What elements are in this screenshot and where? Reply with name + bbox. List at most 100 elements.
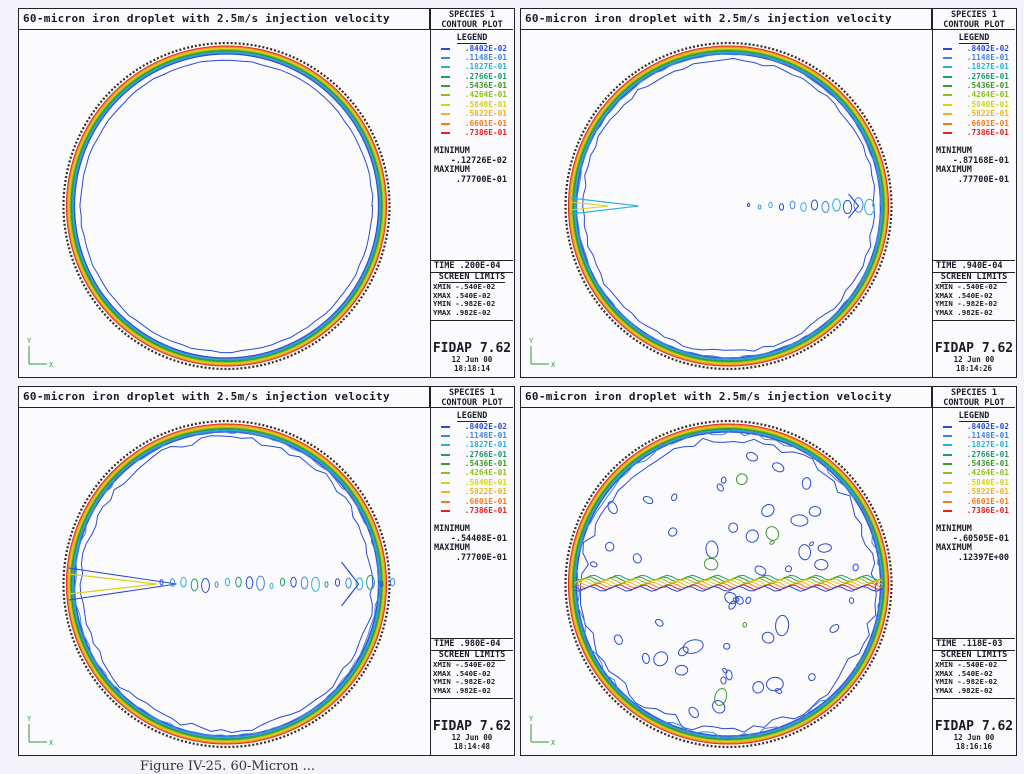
contour-level-6 [571,427,886,741]
maximum-value: .77700E-01 [957,174,1009,185]
legend-header-text: LEGEND [958,411,990,422]
legend-value: .7386E-01 [966,506,1009,516]
contour-panel-3: 60-micron iron droplet with 2.5m/s injec… [18,386,515,756]
legend-swatch [943,481,952,484]
species-title-line: SPECIES 1 [448,388,496,398]
minimum-label: MINIMUM [434,146,470,157]
contour-blob [324,581,329,588]
legend-entry: .7386E-01 [933,506,1015,515]
contour-level-7 [570,48,887,364]
legend-entry: .1827E-01 [933,62,1015,71]
contour-blob [761,631,775,644]
maximum-label: MAXIMUM [936,165,972,176]
screen-limits: SCREEN LIMITS XMIN -.540E-02 XMAX .540E-02… [933,272,1015,321]
jet-front [341,561,360,607]
contour-blob [674,664,689,676]
legend-swatch [441,434,450,437]
contour-blob [832,198,841,212]
legend-swatch [441,66,450,69]
screen-limits-title: SCREEN LIMITS [940,272,1008,283]
legend-entry: .1148E-01 [933,431,1015,440]
legend-entry: .5840E-01 [933,478,1015,487]
contour-panel-4: 60-micron iron droplet with 2.5m/s injec… [520,386,1017,756]
software-name: FIDAP 7.62 [934,719,1014,734]
contour-blob [714,687,728,707]
legend-entry: .6601E-01 [933,119,1015,128]
contour-blob [653,651,669,667]
screen-limit-row: YMAX .982E-02 [433,307,491,317]
species-title-line: CONTOUR PLOT [441,397,503,408]
legend-value: .7386E-01 [966,128,1009,138]
screen-limits-header: SCREEN LIMITS [431,272,513,283]
legend-entry: .1148E-01 [431,431,513,440]
contour-blob [201,577,210,593]
y-axis-label: Y [529,715,534,723]
legend-header: LEGEND [431,411,513,422]
species-title-line: CONTOUR PLOT [943,19,1005,30]
legend-swatch [943,75,952,78]
legend-value: .1827E-01 [966,440,1009,450]
legend-entry: .1827E-01 [431,62,513,71]
minimum-label: MINIMUM [434,524,470,535]
contour-blob [745,596,752,604]
contour-blob [355,577,364,591]
legend-entry: .8402E-02 [933,422,1015,431]
legend-swatch [441,47,450,50]
contour-level-8 [569,47,888,365]
species-title: SPECIES 1 CONTOUR PLOT [431,9,513,30]
legend-swatch [943,472,952,475]
minimum-label: MINIMUM [936,524,972,535]
screen-limit-row: XMAX .540E-02 [935,668,993,678]
contour-blob [772,462,785,473]
legend-value: .2766E-01 [464,449,507,459]
droplet-boundary [564,41,893,371]
legend-swatch [441,103,450,106]
run-time: 18:14:26 [955,363,993,373]
screen-limits-title: SCREEN LIMITS [438,650,506,661]
panel-title: 60-micron iron droplet with 2.5m/s injec… [521,387,932,408]
contour-blob [180,576,187,588]
contour-blob [256,575,265,591]
panel-title: 60-micron iron droplet with 2.5m/s injec… [521,9,932,30]
legend-entry: .1148E-01 [431,53,513,62]
legend-column: SPECIES 1 CONTOUR PLOT LEGEND .8402E-02.114… [932,387,1015,755]
legend-entry: .6601E-01 [431,119,513,128]
contour-level-9 [568,46,889,366]
legend-entry: .8402E-02 [933,44,1015,53]
contour-level-6 [69,49,384,363]
contour-blob [814,558,829,571]
legend-entry: .5436E-01 [933,459,1015,468]
contour-blob [754,565,767,576]
legend-swatch [943,463,952,466]
legend-swatch [441,491,450,494]
legend-swatch [441,113,450,116]
legend-value: .2766E-01 [464,71,507,81]
legend-entry: .4264E-01 [431,468,513,477]
legend-entry: .2766E-01 [933,450,1015,459]
maximum-label: MAXIMUM [936,543,972,554]
time-readout: TIME .118E-03 [933,638,1015,651]
legend-header: LEGEND [933,411,1015,422]
legend-swatch [943,132,952,135]
contour-blob [829,624,840,633]
contour-level-10 [65,423,388,745]
screen-limit-row: XMIN -.540E-02 [433,660,496,669]
legend-entry: .8402E-02 [431,422,513,431]
legend-value: .1827E-01 [966,62,1009,72]
legend-value: .5436E-01 [464,459,507,469]
minimum-value: -.60505E-01 [952,533,1009,544]
contour-blob [725,669,733,681]
contour-level-4 [573,50,884,362]
inner-contour [79,59,374,354]
minimum-value: -.54408E-01 [450,533,507,544]
contour-blob [728,600,737,610]
legend-swatch [441,75,450,78]
legend-value: .1148E-01 [464,52,507,62]
contour-level-8 [569,425,888,743]
legend-swatch [943,425,952,428]
species-title: SPECIES 1 CONTOUR PLOT [933,9,1015,30]
injection-jet [68,567,177,601]
legend-entry: .5822E-01 [431,487,513,496]
legend-value: .2766E-01 [966,71,1009,81]
contour-blob [224,577,231,587]
